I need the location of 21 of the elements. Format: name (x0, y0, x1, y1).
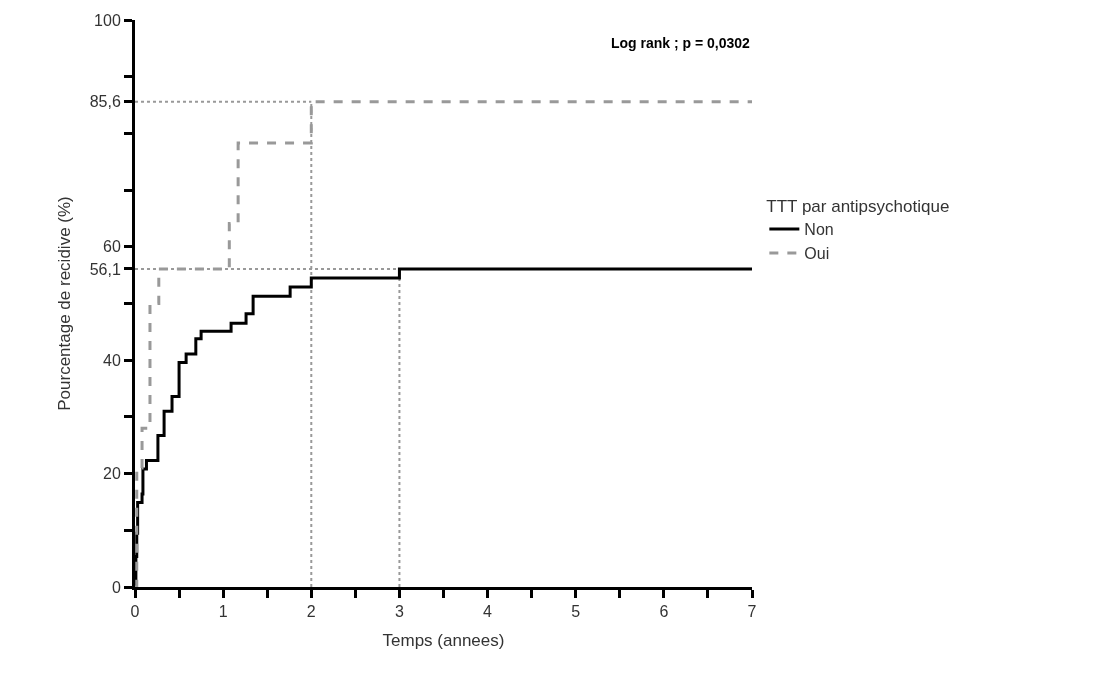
legend-label: Non (804, 221, 834, 239)
y-tick-label: 40 (103, 351, 121, 369)
annotation: Log rank ; p = 0,0302 (611, 35, 751, 51)
x-tick-label: 3 (394, 603, 404, 621)
y-tick-label: 20 (103, 465, 121, 483)
y-tick-label: 56,1 (89, 260, 121, 278)
y-tick-label: 85,6 (89, 93, 121, 111)
x-tick-label: 0 (130, 603, 140, 621)
y-tick-label: 100 (94, 11, 121, 29)
x-tick-label: 2 (306, 603, 316, 621)
x-tick-label: 4 (483, 603, 493, 621)
legend-title: TTT par antipsychotique (766, 197, 950, 217)
x-tick-label: 6 (659, 603, 669, 621)
x-tick-label: 5 (571, 603, 581, 621)
legend-label: Oui (804, 245, 830, 263)
y-tick-label: 60 (103, 238, 121, 256)
x-axis-title: Temps (annees) (382, 630, 505, 650)
y-axis-title: Pourcentage de recidive (%) (55, 196, 75, 411)
x-tick-label: 7 (747, 603, 757, 621)
x-tick-label: 1 (218, 603, 228, 621)
y-tick-label: 0 (111, 578, 121, 596)
